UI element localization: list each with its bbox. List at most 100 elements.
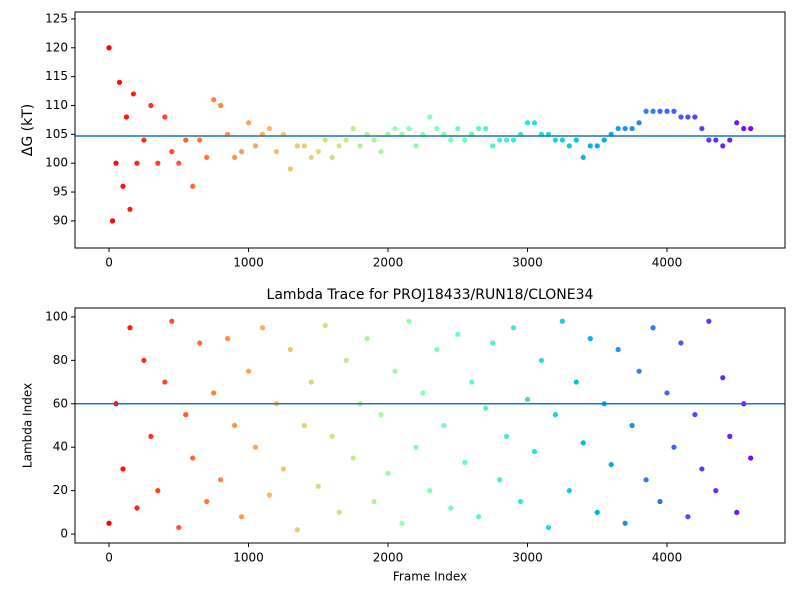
point — [573, 379, 579, 385]
point — [629, 422, 635, 429]
point — [155, 488, 161, 494]
point — [322, 137, 328, 143]
point — [713, 137, 719, 143]
point — [734, 120, 740, 126]
point — [329, 154, 335, 161]
point — [587, 143, 593, 149]
point — [748, 455, 754, 461]
point — [643, 108, 649, 114]
point — [130, 91, 137, 97]
point — [413, 444, 419, 450]
point — [350, 125, 356, 132]
point — [273, 149, 280, 155]
point — [378, 412, 384, 418]
point — [357, 143, 363, 149]
point — [176, 160, 182, 166]
point — [183, 412, 189, 418]
point — [503, 137, 510, 143]
point — [109, 218, 116, 224]
point — [169, 318, 175, 324]
y-tick-label: 120 — [45, 40, 68, 54]
point — [622, 520, 628, 526]
point — [462, 459, 468, 466]
point — [211, 97, 217, 103]
point — [678, 114, 684, 120]
point — [678, 340, 684, 346]
point — [113, 160, 119, 166]
point — [727, 433, 733, 439]
y-tick-label: 115 — [45, 69, 68, 83]
point — [266, 125, 273, 132]
point — [392, 125, 398, 132]
point — [531, 448, 538, 455]
chart-title: Lambda Trace for PROJ18433/RUN18/CLONE34 — [267, 287, 594, 303]
point — [127, 206, 133, 212]
point — [510, 325, 517, 331]
point — [106, 45, 112, 51]
point — [413, 143, 419, 149]
point — [497, 137, 503, 143]
y-tick-label: 20 — [53, 483, 68, 497]
point — [685, 114, 691, 120]
point — [657, 108, 663, 114]
point — [748, 125, 754, 132]
point — [615, 125, 621, 132]
point — [392, 368, 398, 374]
point — [315, 149, 321, 155]
y-tick-label: 100 — [45, 309, 68, 323]
point — [434, 346, 440, 353]
point — [476, 125, 482, 132]
y-tick-label: 90 — [53, 213, 68, 227]
point — [427, 488, 433, 494]
point — [657, 498, 663, 505]
point — [531, 120, 538, 126]
point — [420, 390, 426, 396]
point — [225, 336, 231, 342]
point — [671, 108, 677, 114]
point — [727, 137, 733, 143]
y-tick-label: 110 — [45, 98, 68, 112]
point — [238, 514, 245, 520]
x-tick-label: 0 — [105, 256, 113, 270]
y-axis-label: ΔG (kT) — [20, 104, 36, 156]
point — [364, 336, 370, 342]
point — [123, 114, 130, 120]
point — [497, 477, 503, 483]
point — [148, 433, 154, 439]
y-tick-label: 125 — [45, 11, 68, 25]
point — [490, 340, 496, 346]
point — [406, 125, 412, 132]
point — [106, 520, 112, 526]
y-tick-label: 40 — [53, 440, 68, 454]
point — [720, 143, 726, 149]
point — [211, 390, 217, 396]
point — [148, 102, 154, 109]
point — [741, 125, 747, 132]
point — [483, 405, 489, 411]
point — [699, 125, 705, 132]
point — [552, 412, 559, 418]
x-tick-label: 3000 — [512, 551, 543, 565]
point — [720, 375, 726, 381]
point — [406, 318, 412, 324]
point — [448, 137, 454, 143]
point — [510, 137, 517, 143]
point — [629, 125, 635, 132]
point — [343, 357, 349, 363]
point — [204, 498, 210, 505]
point — [706, 318, 712, 324]
point — [434, 125, 440, 132]
point — [490, 143, 496, 149]
point — [141, 137, 147, 143]
point — [238, 149, 245, 155]
point — [287, 166, 293, 172]
point — [190, 183, 196, 189]
point — [455, 125, 461, 132]
point — [197, 340, 203, 346]
point — [503, 433, 510, 439]
point — [378, 149, 384, 155]
point — [280, 466, 286, 472]
x-tick-label: 3000 — [512, 256, 543, 270]
point — [197, 137, 203, 143]
point — [287, 346, 293, 353]
